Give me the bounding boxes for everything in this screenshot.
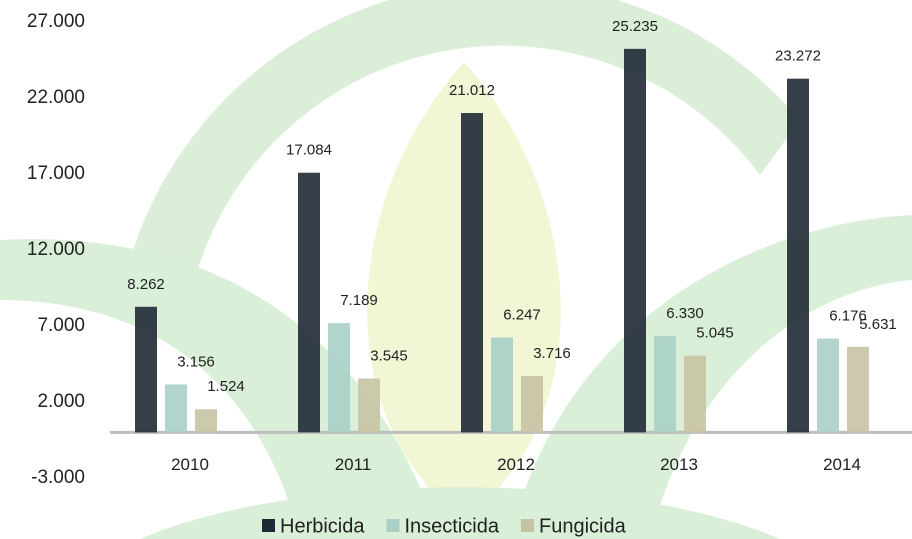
bar — [624, 48, 646, 433]
value-label: 1.524 — [207, 378, 245, 395]
value-label: 6.247 — [503, 306, 541, 323]
bar — [165, 384, 187, 433]
bar — [298, 172, 320, 433]
y-tick-label: -3.000 — [31, 467, 85, 488]
x-tick-label: 2011 — [335, 455, 372, 474]
value-label: 5.045 — [696, 325, 734, 342]
bar — [461, 113, 483, 433]
bar — [847, 346, 869, 433]
y-tick-label: 7.000 — [37, 315, 85, 336]
bar — [654, 336, 676, 433]
x-tick-label: 2012 — [497, 455, 535, 474]
bar — [195, 409, 217, 433]
x-tick-label: 2013 — [660, 455, 698, 474]
value-label: 3.156 — [177, 353, 215, 370]
bar — [684, 355, 706, 433]
bar — [817, 338, 839, 433]
bar — [358, 378, 380, 433]
value-label: 5.631 — [859, 316, 897, 333]
bar — [491, 337, 513, 433]
bar — [787, 78, 809, 433]
legend-swatch — [520, 519, 534, 532]
value-label: 23.272 — [775, 48, 821, 65]
value-label: 6.330 — [666, 305, 704, 322]
y-tick-label: 12.000 — [27, 239, 85, 260]
y-tick-label: 17.000 — [27, 163, 85, 184]
value-label: 25.235 — [612, 18, 658, 35]
value-label: 8.262 — [127, 276, 165, 293]
bar — [521, 375, 543, 433]
y-tick-label: 2.000 — [37, 391, 85, 412]
bar — [328, 323, 350, 433]
y-tick-label: 27.000 — [27, 11, 85, 32]
bar — [135, 306, 157, 433]
value-label: 17.084 — [286, 142, 332, 159]
value-label: 21.012 — [449, 82, 495, 99]
y-tick-label: 22.000 — [27, 87, 85, 108]
value-label: 3.545 — [370, 347, 408, 364]
legend-swatch — [262, 519, 275, 532]
x-tick-label: 2014 — [823, 455, 861, 474]
value-label: 3.716 — [533, 345, 571, 362]
legend-label: Insecticida — [404, 515, 499, 537]
x-tick-label: 2010 — [171, 455, 209, 474]
value-label: 6.176 — [829, 307, 867, 324]
legend-label: Herbicida — [280, 515, 365, 537]
legend-label: Fungicida — [539, 515, 627, 537]
value-label: 7.189 — [340, 292, 378, 309]
legend-swatch — [386, 519, 400, 532]
